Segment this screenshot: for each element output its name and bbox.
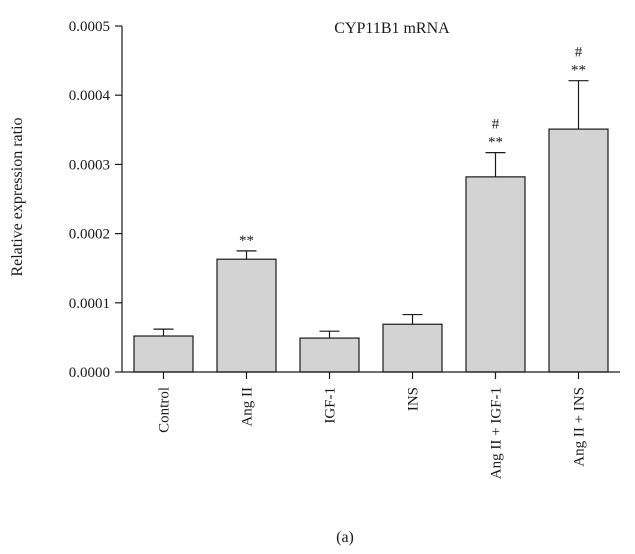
significance-stars: **	[239, 233, 254, 249]
y-tick-label: 0.0004	[69, 88, 111, 104]
y-axis-label: Relative expression ratio	[9, 117, 26, 276]
x-tick-label: Control	[157, 387, 173, 433]
chart-title: CYP11B1 mRNA	[334, 20, 450, 37]
y-tick-label: 0.0005	[69, 19, 110, 35]
bar	[548, 128, 609, 373]
x-axis: Control Ang II IGF-1 INS Ang II + IGF-1 Ang I…	[122, 371, 620, 479]
y-tick-label: 0.0001	[69, 296, 110, 312]
bar	[133, 335, 194, 373]
significance-stars: **	[488, 135, 503, 151]
y-axis: 0.0000 0.0001 0.0002 0.0003 0.0004 0.0005	[69, 19, 123, 381]
bar	[299, 337, 360, 373]
x-tick-label: Ang II + IGF-1	[489, 387, 505, 479]
y-tick-label: 0.0002	[69, 227, 110, 243]
bars: ** ** # ** #	[133, 45, 609, 373]
x-tick-label: Ang II	[240, 387, 256, 427]
bar	[465, 176, 526, 373]
x-tick-label: Ang II + INS	[572, 387, 588, 467]
bar	[216, 258, 277, 373]
panel-label: (a)	[336, 529, 354, 546]
significance-hash: #	[575, 45, 583, 61]
significance-stars: **	[571, 63, 586, 79]
bar	[382, 323, 443, 373]
y-tick-label: 0.0003	[69, 157, 110, 173]
y-tick-label: 0.0000	[69, 365, 110, 381]
x-tick-label: INS	[406, 387, 422, 411]
x-tick-label: IGF-1	[323, 387, 339, 424]
significance-hash: #	[492, 117, 500, 133]
